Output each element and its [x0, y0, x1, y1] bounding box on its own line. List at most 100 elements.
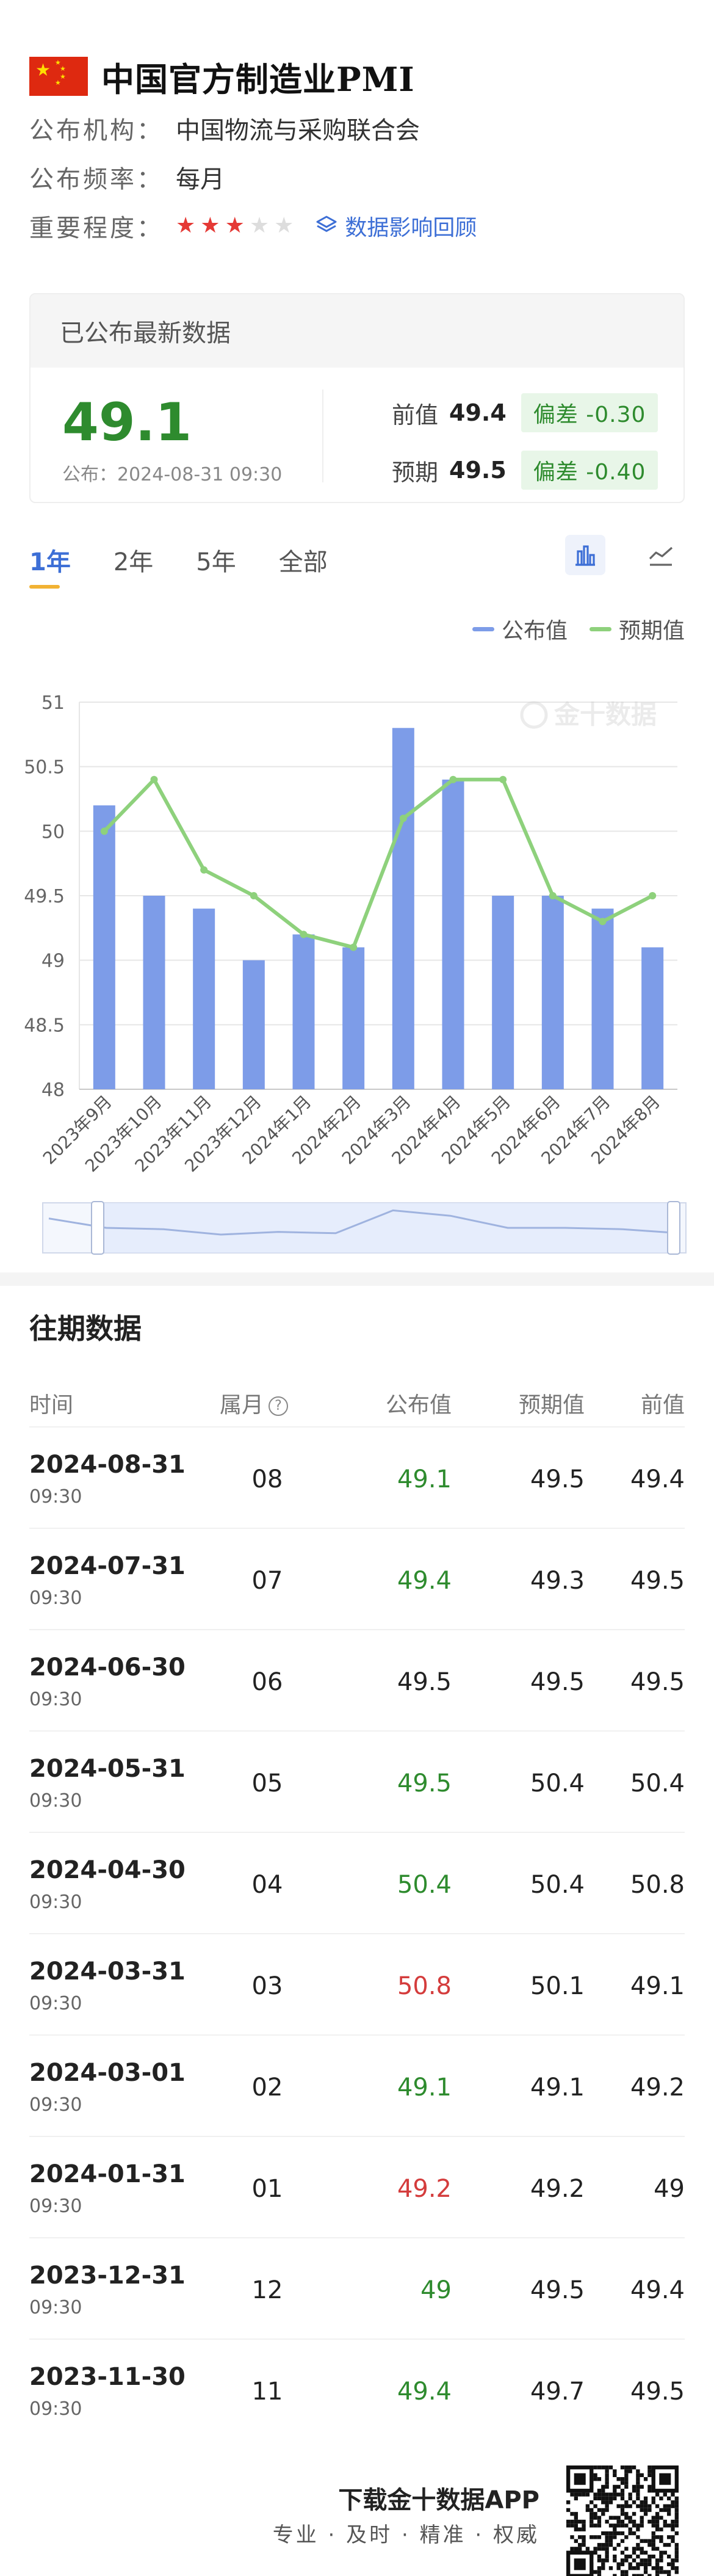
star-empty-icon: ★ [274, 213, 294, 238]
forecast-point [549, 892, 557, 899]
forecast-point [399, 815, 407, 822]
qr-module [624, 2465, 629, 2470]
row-month: 12 [251, 2276, 283, 2304]
qr-module [659, 2527, 663, 2531]
legend-actual[interactable]: 公布值 [472, 613, 568, 645]
legend-forecast-swatch [589, 626, 611, 631]
range-navigator[interactable] [42, 1201, 687, 1255]
data-impact-review-link[interactable]: 数据影响回顾 [314, 210, 477, 242]
qr-module [674, 2570, 679, 2574]
star-empty-icon: ★ [249, 213, 270, 238]
qr-module [593, 2512, 597, 2516]
qr-module [601, 2492, 605, 2497]
qr-module [574, 2539, 579, 2543]
bar-chart-toggle[interactable] [565, 535, 605, 575]
table-row[interactable]: 2024-04-30 09:30 04 50.4 50.4 50.8 [29, 1832, 685, 1933]
qr-module [632, 2465, 636, 2470]
actual-bar [492, 896, 514, 1089]
qr-module [666, 2535, 671, 2539]
table-row[interactable]: 2024-06-30 09:30 06 49.5 49.5 49.5 [29, 1629, 685, 1730]
qr-module [632, 2574, 636, 2576]
line-chart-toggle[interactable] [641, 535, 681, 575]
qr-code[interactable] [566, 2465, 679, 2576]
qr-module [597, 2570, 602, 2574]
qr-module [608, 2523, 613, 2528]
forecast-point [300, 931, 308, 938]
qr-module [659, 2554, 663, 2559]
qr-module [570, 2535, 574, 2539]
row-forecast: 49.1 [530, 2073, 585, 2102]
qr-module [659, 2535, 663, 2539]
qr-module [663, 2508, 667, 2513]
qr-module [655, 2523, 660, 2528]
qr-module [628, 2504, 632, 2508]
qr-module [674, 2558, 679, 2563]
forecast-point [150, 775, 158, 783]
row-previous: 49.1 [630, 1972, 685, 2000]
qr-module [620, 2477, 625, 2481]
actual-bar [242, 960, 265, 1089]
qr-module [608, 2496, 613, 2501]
qr-module [640, 2473, 644, 2478]
qr-module [647, 2519, 652, 2524]
table-row[interactable]: 2024-01-31 09:30 01 49.2 49.2 49 [29, 2136, 685, 2237]
legend-forecast[interactable]: 预期值 [589, 613, 685, 645]
qr-module [590, 2523, 594, 2528]
bar-chart-icon [575, 545, 595, 566]
qr-module [674, 2519, 679, 2524]
qr-module [605, 2531, 609, 2536]
qr-module [574, 2512, 579, 2516]
qr-module [613, 2469, 617, 2473]
tab-5-years[interactable]: 5年 [196, 548, 236, 576]
col-month: 属月? [220, 1387, 289, 1419]
qr-module [616, 2531, 621, 2536]
row-actual: 49.1 [397, 1465, 452, 1493]
legend-forecast-label: 预期值 [618, 619, 685, 644]
qr-module [566, 2523, 571, 2528]
table-row[interactable]: 2023-12-31 09:30 12 49 49.5 49.4 [29, 2237, 685, 2338]
qr-module [674, 2512, 679, 2516]
qr-module [578, 2535, 582, 2539]
qr-module [570, 2519, 574, 2524]
tab-all[interactable]: 全部 [278, 548, 328, 576]
qr-module [651, 2539, 655, 2543]
qr-module [613, 2554, 617, 2559]
qr-module [616, 2566, 621, 2571]
table-row[interactable]: 2024-08-31 09:30 08 49.1 49.5 49.4 [29, 1426, 685, 1528]
qr-module [601, 2542, 605, 2547]
qr-module [620, 2512, 625, 2516]
qr-module [570, 2492, 574, 2497]
actual-bar [442, 779, 464, 1089]
qr-module [643, 2477, 648, 2481]
tab-2-years[interactable]: 2年 [113, 548, 154, 576]
table-row[interactable]: 2024-03-31 09:30 03 50.8 50.1 49.1 [29, 1933, 685, 2034]
table-row[interactable]: 2024-05-31 09:30 05 49.5 50.4 50.4 [29, 1730, 685, 1832]
table-row[interactable]: 2024-03-01 09:30 02 49.1 49.1 49.2 [29, 2034, 685, 2136]
qr-module [636, 2489, 640, 2493]
help-icon[interactable]: ? [269, 1396, 289, 1416]
qr-module [663, 2504, 667, 2508]
qr-module [605, 2542, 609, 2547]
latest-card-heading: 已公布最新数据 [31, 294, 683, 368]
y-tick-label: 49 [41, 951, 65, 972]
qr-module [640, 2516, 644, 2520]
qr-module [651, 2542, 655, 2547]
qr-module [593, 2477, 597, 2481]
qr-module [674, 2566, 679, 2571]
qr-module [582, 2542, 586, 2547]
table-row[interactable]: 2024-07-31 09:30 07 49.4 49.3 49.5 [29, 1528, 685, 1629]
qr-module [624, 2512, 629, 2516]
table-row[interactable]: 2023-11-30 09:30 11 49.4 49.7 49.5 [29, 2338, 685, 2440]
qr-module [671, 2504, 675, 2508]
range-tabs: 1年 2年 5年 全部 [29, 542, 370, 589]
qr-module [616, 2562, 621, 2566]
qr-module [643, 2566, 648, 2571]
title-row: ★ ★ ★ ★ ★ 中国官方制造业PMI [29, 49, 685, 104]
qr-module [671, 2539, 675, 2543]
qr-module [590, 2535, 594, 2539]
qr-module [640, 2523, 644, 2528]
tab-1-year[interactable]: 1年 [29, 542, 71, 589]
qr-module [671, 2519, 675, 2524]
forecast-deviation-badge: 偏差 -0.40 [521, 451, 658, 490]
row-time: 09:30 [29, 2398, 82, 2420]
